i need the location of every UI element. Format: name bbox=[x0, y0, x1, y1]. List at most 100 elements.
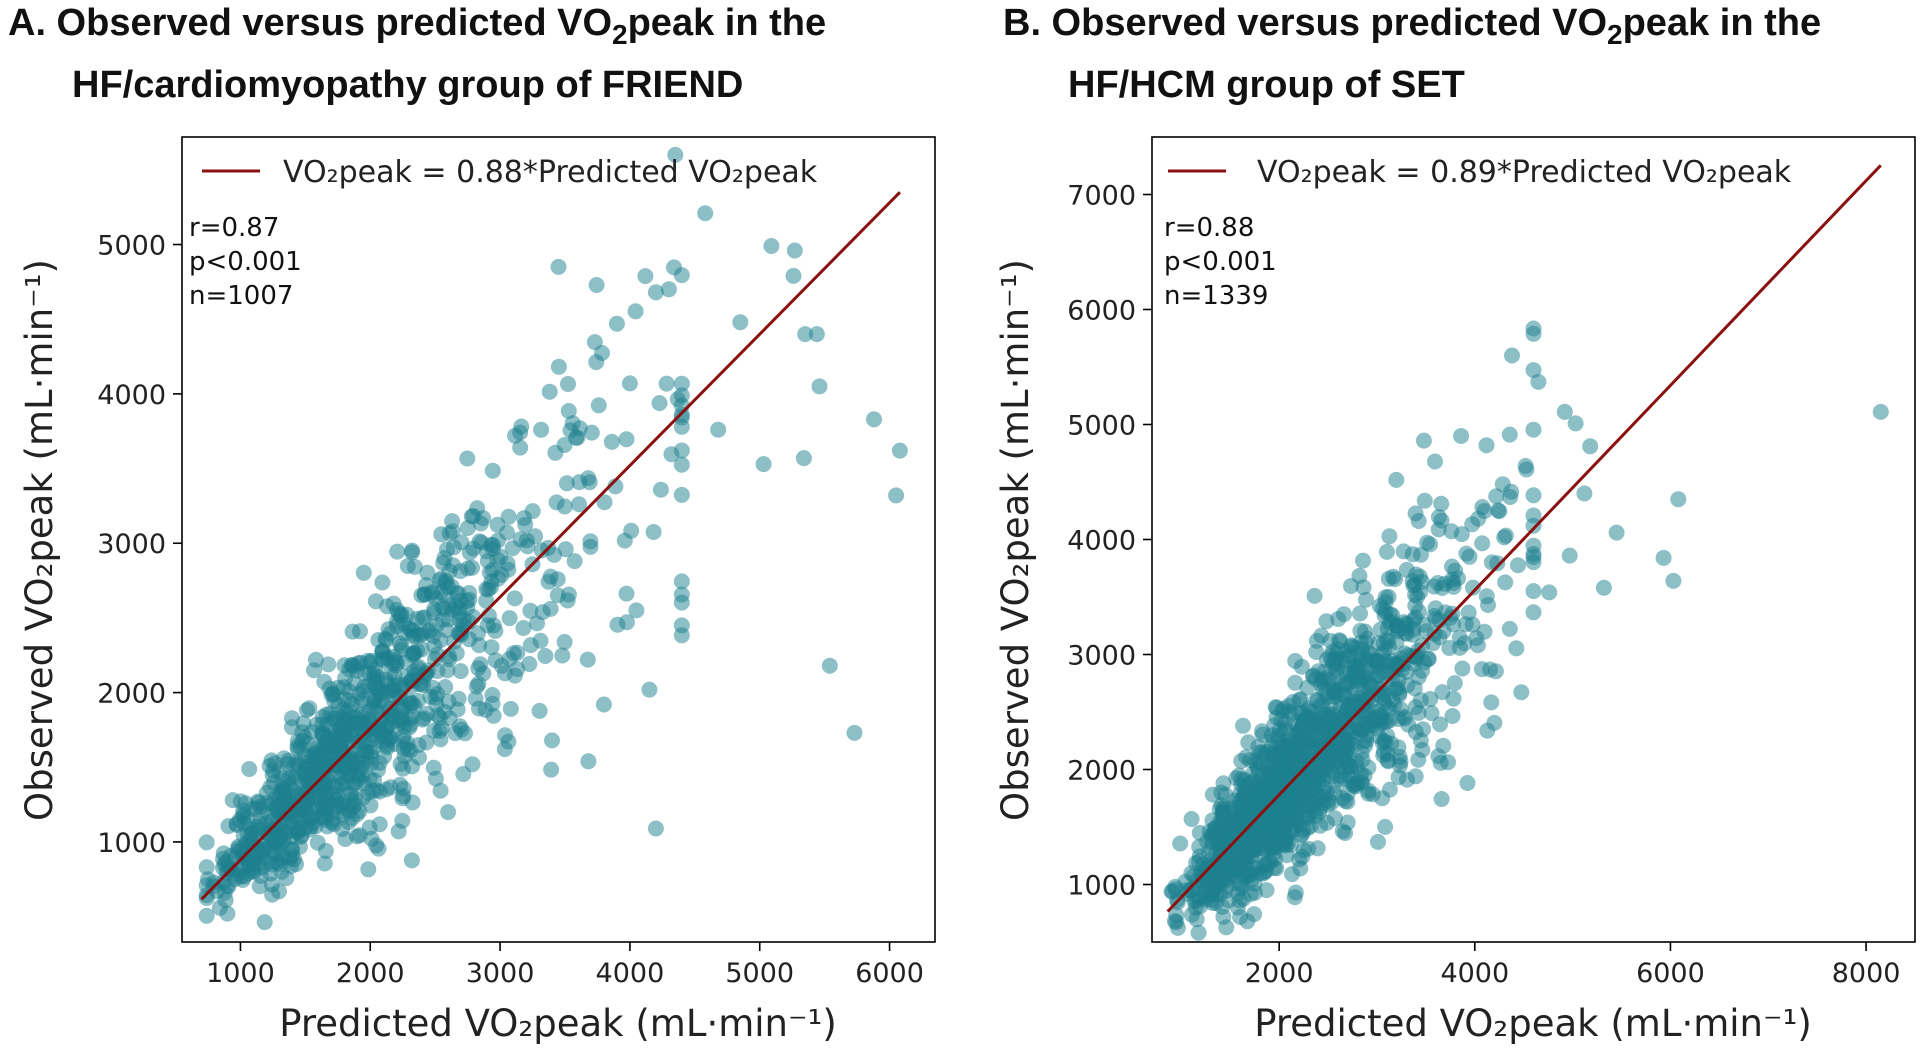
panel-a-point bbox=[374, 574, 391, 591]
panel-b-stats: r=0.88 p<0.001 n=1339 bbox=[1164, 213, 1277, 311]
panel-a-point bbox=[658, 375, 675, 392]
panel-b-point bbox=[1289, 795, 1305, 812]
panel-b-point bbox=[1510, 557, 1526, 574]
panel-a-point bbox=[595, 696, 612, 713]
panel-b-y-tick-label: 1000 bbox=[1067, 871, 1136, 902]
panel-a-point bbox=[390, 605, 407, 622]
panel-a-point bbox=[404, 542, 421, 559]
panel-a-point bbox=[888, 487, 905, 504]
panel-b-point bbox=[1513, 684, 1530, 701]
panel-a-point bbox=[866, 411, 882, 428]
panel-a-point bbox=[355, 564, 372, 581]
panel-b-point bbox=[1489, 555, 1506, 572]
panel-a-point bbox=[368, 837, 385, 854]
panel-a-point bbox=[542, 600, 559, 617]
panel-a-point bbox=[360, 861, 377, 878]
panel-a-point bbox=[652, 481, 669, 498]
panel-b-point bbox=[1395, 543, 1412, 560]
panel-b-point bbox=[1305, 724, 1322, 741]
panel-a-point bbox=[571, 474, 588, 491]
panel-a-point bbox=[432, 782, 449, 799]
panel-a-point bbox=[618, 585, 635, 602]
panel-a-point bbox=[297, 767, 314, 783]
panel-b-point bbox=[1454, 660, 1471, 677]
panel-a-point bbox=[732, 314, 749, 331]
panel-b-point bbox=[1525, 421, 1542, 438]
panel-a-point bbox=[406, 558, 423, 575]
panel-b-point bbox=[1445, 578, 1462, 595]
panel-b-point bbox=[1190, 924, 1207, 941]
panel-a-point bbox=[286, 851, 303, 868]
panel-a-point bbox=[590, 397, 607, 414]
panel-a-point bbox=[470, 675, 487, 692]
panel-b-point bbox=[1235, 717, 1251, 734]
panel-a-point bbox=[261, 839, 278, 856]
panel-a-fit-line bbox=[200, 191, 902, 901]
panel-a-point bbox=[509, 661, 526, 677]
panel-b-point bbox=[1483, 694, 1500, 711]
panel-a-point bbox=[320, 656, 337, 673]
panel-b-point bbox=[1460, 604, 1477, 621]
panel-a-point bbox=[317, 842, 334, 859]
panel-b-point bbox=[1265, 754, 1282, 771]
panel-a-point bbox=[336, 742, 353, 759]
panel-b-point bbox=[1432, 754, 1449, 771]
panel-a-scatter-points bbox=[198, 146, 908, 931]
panel-b-point bbox=[1525, 604, 1542, 621]
panel-a-point bbox=[284, 710, 300, 727]
panel-a-point bbox=[459, 520, 476, 536]
panel-a-point bbox=[459, 450, 476, 467]
panel-a-point bbox=[618, 431, 635, 448]
panel-b-point bbox=[1392, 753, 1409, 770]
panel-b-point bbox=[1229, 899, 1246, 916]
panel-a-point bbox=[419, 564, 436, 581]
panel-a-point bbox=[596, 494, 613, 511]
panel-b-point bbox=[1405, 611, 1422, 628]
panel-a-point bbox=[378, 781, 395, 798]
panel-b-point bbox=[1465, 579, 1481, 596]
panel-b-y-tick-label: 7000 bbox=[1067, 181, 1136, 212]
panel-a-title-line1: A. Observed versus predicted VO2peak in … bbox=[8, 2, 826, 50]
panel-b-point bbox=[1379, 745, 1396, 762]
panel-a-stat-r: r=0.87 bbox=[189, 213, 279, 243]
panel-a-point bbox=[811, 378, 828, 395]
panel-a-point bbox=[580, 753, 597, 770]
panel-b-stat-p: p<0.001 bbox=[1164, 247, 1277, 277]
panel-b-point bbox=[1326, 654, 1343, 671]
panel-b-point bbox=[1169, 919, 1186, 936]
panel-a-point bbox=[515, 620, 532, 636]
panel-a-point bbox=[588, 277, 605, 293]
panel-b-point bbox=[1351, 567, 1368, 584]
panel-a-point bbox=[278, 825, 295, 841]
panel-b-point bbox=[1432, 716, 1448, 733]
panel-b-point bbox=[1430, 509, 1447, 525]
panel-b-point bbox=[1253, 826, 1270, 842]
panel-a-point bbox=[198, 859, 215, 876]
panel-b-point bbox=[1229, 885, 1246, 902]
panel-a-point bbox=[322, 705, 339, 722]
panel-a-point bbox=[428, 696, 445, 713]
panel-a-point bbox=[340, 714, 357, 731]
panel-a-point bbox=[241, 761, 258, 777]
panel-a-point bbox=[376, 686, 393, 703]
panel-a-point bbox=[345, 675, 362, 691]
panel-a-legend: VO₂peak = 0.88*Predicted VO₂peak bbox=[202, 155, 818, 190]
panel-b-point bbox=[1464, 616, 1481, 633]
panel-b-point bbox=[1494, 476, 1511, 493]
panel-b-point bbox=[1433, 791, 1450, 807]
panel-a-point bbox=[522, 602, 539, 619]
panel-a-point bbox=[418, 734, 435, 751]
panel-a-point bbox=[616, 532, 633, 549]
panel-b-point bbox=[1433, 495, 1450, 512]
panel-b-x-tick-label: 4000 bbox=[1440, 958, 1509, 989]
panel-a-point bbox=[786, 242, 803, 259]
panel-b-point bbox=[1294, 848, 1311, 865]
panel-b-point bbox=[1497, 527, 1514, 544]
panel-a-point bbox=[324, 685, 341, 702]
panel-b-point bbox=[1380, 570, 1397, 587]
panel-b-point bbox=[1310, 692, 1326, 708]
panel-a-point bbox=[501, 610, 518, 627]
panel-a-legend-label: VO₂peak = 0.88*Predicted VO₂peak bbox=[283, 155, 818, 190]
panel-a-point bbox=[324, 811, 341, 828]
panel-a-point bbox=[346, 658, 363, 675]
